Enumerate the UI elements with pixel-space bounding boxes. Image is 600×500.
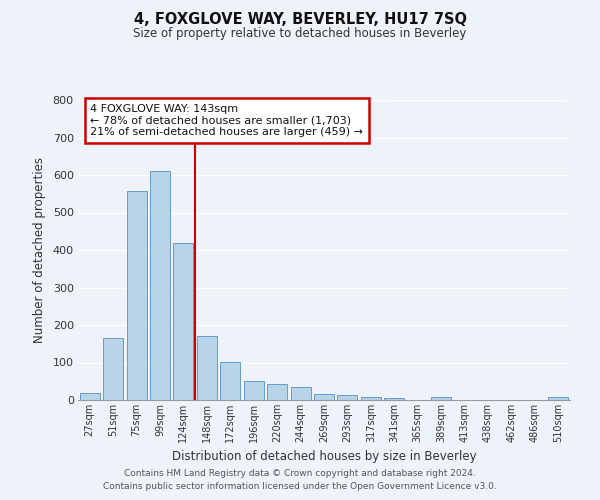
- Bar: [290, 387, 311, 400]
- Bar: [361, 396, 381, 400]
- Bar: [267, 384, 287, 400]
- Bar: [197, 336, 217, 400]
- Bar: [385, 398, 404, 400]
- Bar: [173, 244, 193, 400]
- Bar: [150, 170, 170, 400]
- Bar: [337, 395, 358, 400]
- Bar: [431, 397, 451, 400]
- Bar: [548, 397, 568, 400]
- Text: 4, FOXGLOVE WAY, BEVERLEY, HU17 7SQ: 4, FOXGLOVE WAY, BEVERLEY, HU17 7SQ: [133, 12, 467, 28]
- X-axis label: Distribution of detached houses by size in Beverley: Distribution of detached houses by size …: [172, 450, 476, 464]
- Bar: [314, 394, 334, 400]
- Bar: [127, 190, 146, 400]
- Bar: [103, 338, 123, 400]
- Bar: [220, 362, 240, 400]
- Text: Contains public sector information licensed under the Open Government Licence v3: Contains public sector information licen…: [103, 482, 497, 491]
- Bar: [80, 392, 100, 400]
- Text: Contains HM Land Registry data © Crown copyright and database right 2024.: Contains HM Land Registry data © Crown c…: [124, 468, 476, 477]
- Text: 4 FOXGLOVE WAY: 143sqm
← 78% of detached houses are smaller (1,703)
21% of semi-: 4 FOXGLOVE WAY: 143sqm ← 78% of detached…: [90, 104, 363, 137]
- Bar: [244, 380, 263, 400]
- Text: Size of property relative to detached houses in Beverley: Size of property relative to detached ho…: [133, 28, 467, 40]
- Y-axis label: Number of detached properties: Number of detached properties: [33, 157, 46, 343]
